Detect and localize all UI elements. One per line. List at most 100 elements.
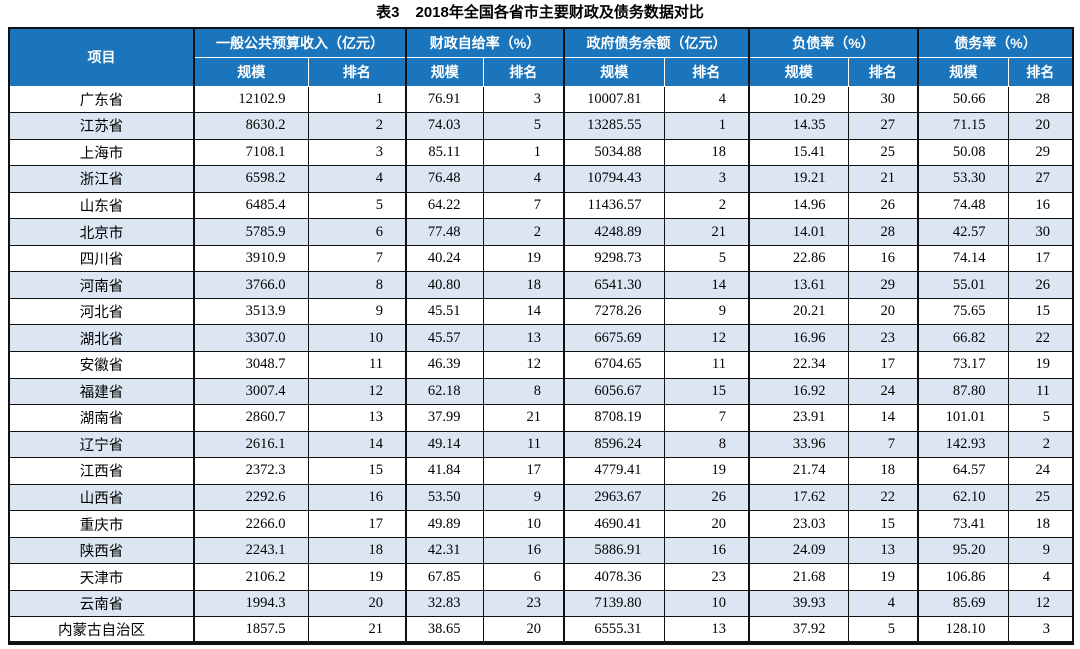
value-cell: 6598.2 — [193, 165, 309, 193]
value-cell: 67.85 — [405, 563, 484, 591]
rank-cell: 21 — [307, 616, 407, 644]
rank-cell: 27 — [847, 112, 919, 140]
rank-cell: 10 — [482, 510, 565, 538]
value-cell: 14.96 — [748, 191, 849, 220]
rank-cell: 3 — [663, 165, 750, 193]
province-name-cell: 重庆市 — [8, 510, 195, 538]
table-row: 安徽省 3048.7 11 46.39 12 6704.65 11 22.34 17 73.17 1… — [8, 350, 1074, 379]
table-row: 广东省 12102.9 1 76.91 3 10007.81 4 10.29 30 50.66 28 — [8, 85, 1074, 114]
rank-cell: 30 — [847, 85, 919, 114]
value-cell: 85.69 — [917, 589, 1009, 618]
value-cell: 5886.91 — [563, 536, 665, 565]
value-cell: 1857.5 — [193, 616, 309, 644]
rank-cell: 19 — [307, 563, 407, 591]
value-cell: 2243.1 — [193, 536, 309, 565]
value-cell: 10007.81 — [563, 85, 665, 114]
rank-cell: 7 — [663, 404, 750, 432]
value-cell: 20.21 — [748, 297, 849, 326]
subheader-scale: 规模 — [917, 56, 1009, 87]
value-cell: 42.57 — [917, 218, 1009, 246]
table-row: 山西省 2292.6 16 53.50 9 2963.67 26 17.62 22 62.10 25 — [8, 483, 1074, 512]
value-cell: 3307.0 — [193, 324, 309, 352]
value-cell: 49.89 — [405, 510, 484, 538]
rank-cell: 9 — [307, 297, 407, 326]
value-cell: 7278.26 — [563, 297, 665, 326]
value-cell: 73.41 — [917, 510, 1009, 538]
value-cell: 3766.0 — [193, 271, 309, 299]
value-cell: 62.18 — [405, 377, 484, 406]
value-cell: 14.35 — [748, 112, 849, 140]
value-cell: 87.80 — [917, 377, 1009, 406]
table-row: 陕西省 2243.1 18 42.31 16 5886.91 16 24.09 13 95.20 9 — [8, 536, 1074, 565]
value-cell: 4248.89 — [563, 218, 665, 246]
rank-cell: 14 — [847, 404, 919, 432]
rank-cell: 1 — [482, 138, 565, 167]
value-cell: 53.50 — [405, 483, 484, 512]
rank-cell: 18 — [482, 271, 565, 299]
table-row: 天津市 2106.2 19 67.85 6 4078.36 23 21.68 19 106.86 4 — [8, 563, 1074, 591]
rank-cell: 5 — [1007, 404, 1074, 432]
rank-cell: 13 — [307, 404, 407, 432]
table-row: 山东省 6485.4 5 64.22 7 11436.57 2 14.96 26 74.48 16 — [8, 191, 1074, 220]
value-cell: 77.48 — [405, 218, 484, 246]
rank-cell: 18 — [847, 457, 919, 485]
fiscal-debt-comparison-table: 项目 一般公共预算收入（亿元） 财政自给率（%） 政府债务余额（亿元） 负债率（… — [8, 27, 1075, 646]
table-number-label: 表3 — [376, 4, 400, 21]
rank-cell: 2 — [663, 191, 750, 220]
value-cell: 2372.3 — [193, 457, 309, 485]
value-cell: 10.29 — [748, 85, 849, 114]
value-cell: 5785.9 — [193, 218, 309, 246]
rank-cell: 8 — [663, 430, 750, 459]
rank-cell: 19 — [847, 563, 919, 591]
rank-cell: 25 — [847, 138, 919, 167]
value-cell: 7108.1 — [193, 138, 309, 167]
rank-cell: 1 — [663, 112, 750, 140]
value-cell: 4078.36 — [563, 563, 665, 591]
value-cell: 37.99 — [405, 404, 484, 432]
value-cell: 17.62 — [748, 483, 849, 512]
rank-cell: 19 — [663, 457, 750, 485]
rank-cell: 5 — [847, 616, 919, 644]
rank-cell: 23 — [847, 324, 919, 352]
rank-cell: 21 — [482, 404, 565, 432]
rank-cell: 20 — [307, 589, 407, 618]
value-cell: 75.65 — [917, 297, 1009, 326]
value-cell: 50.08 — [917, 138, 1009, 167]
value-cell: 85.11 — [405, 138, 484, 167]
value-cell: 42.31 — [405, 536, 484, 565]
rank-cell: 18 — [307, 536, 407, 565]
rank-cell: 14 — [307, 430, 407, 459]
value-cell: 74.14 — [917, 244, 1009, 273]
value-cell: 8708.19 — [563, 404, 665, 432]
rank-cell: 16 — [847, 244, 919, 273]
value-cell: 6555.31 — [563, 616, 665, 644]
value-cell: 55.01 — [917, 271, 1009, 299]
rank-cell: 11 — [1007, 377, 1074, 406]
rank-cell: 10 — [307, 324, 407, 352]
rank-cell: 18 — [1007, 510, 1074, 538]
province-name-cell: 山西省 — [8, 483, 195, 512]
value-cell: 3007.4 — [193, 377, 309, 406]
value-cell: 53.30 — [917, 165, 1009, 193]
rank-cell: 4 — [663, 85, 750, 114]
rank-cell: 6 — [307, 218, 407, 246]
subheader-rank: 排名 — [1007, 56, 1074, 87]
value-cell: 37.92 — [748, 616, 849, 644]
rank-cell: 15 — [1007, 297, 1074, 326]
rank-cell: 24 — [847, 377, 919, 406]
subheader-scale: 规模 — [563, 56, 665, 87]
subheader-rank: 排名 — [307, 56, 407, 87]
rank-cell: 12 — [1007, 589, 1074, 618]
value-cell: 13.61 — [748, 271, 849, 299]
rank-cell: 26 — [663, 483, 750, 512]
value-cell: 23.91 — [748, 404, 849, 432]
table-row: 上海市 7108.1 3 85.11 1 5034.88 18 15.41 25 50.08 29 — [8, 138, 1074, 167]
rank-cell: 21 — [663, 218, 750, 246]
table-row: 湖北省 3307.0 10 45.57 13 6675.69 12 16.96 23 66.82 2… — [8, 324, 1074, 352]
rank-cell: 4 — [847, 589, 919, 618]
rank-cell: 23 — [663, 563, 750, 591]
value-cell: 6675.69 — [563, 324, 665, 352]
rank-cell: 25 — [1007, 483, 1074, 512]
column-group-debt-ratio: 债务率（%） — [917, 27, 1074, 58]
value-cell: 22.86 — [748, 244, 849, 273]
